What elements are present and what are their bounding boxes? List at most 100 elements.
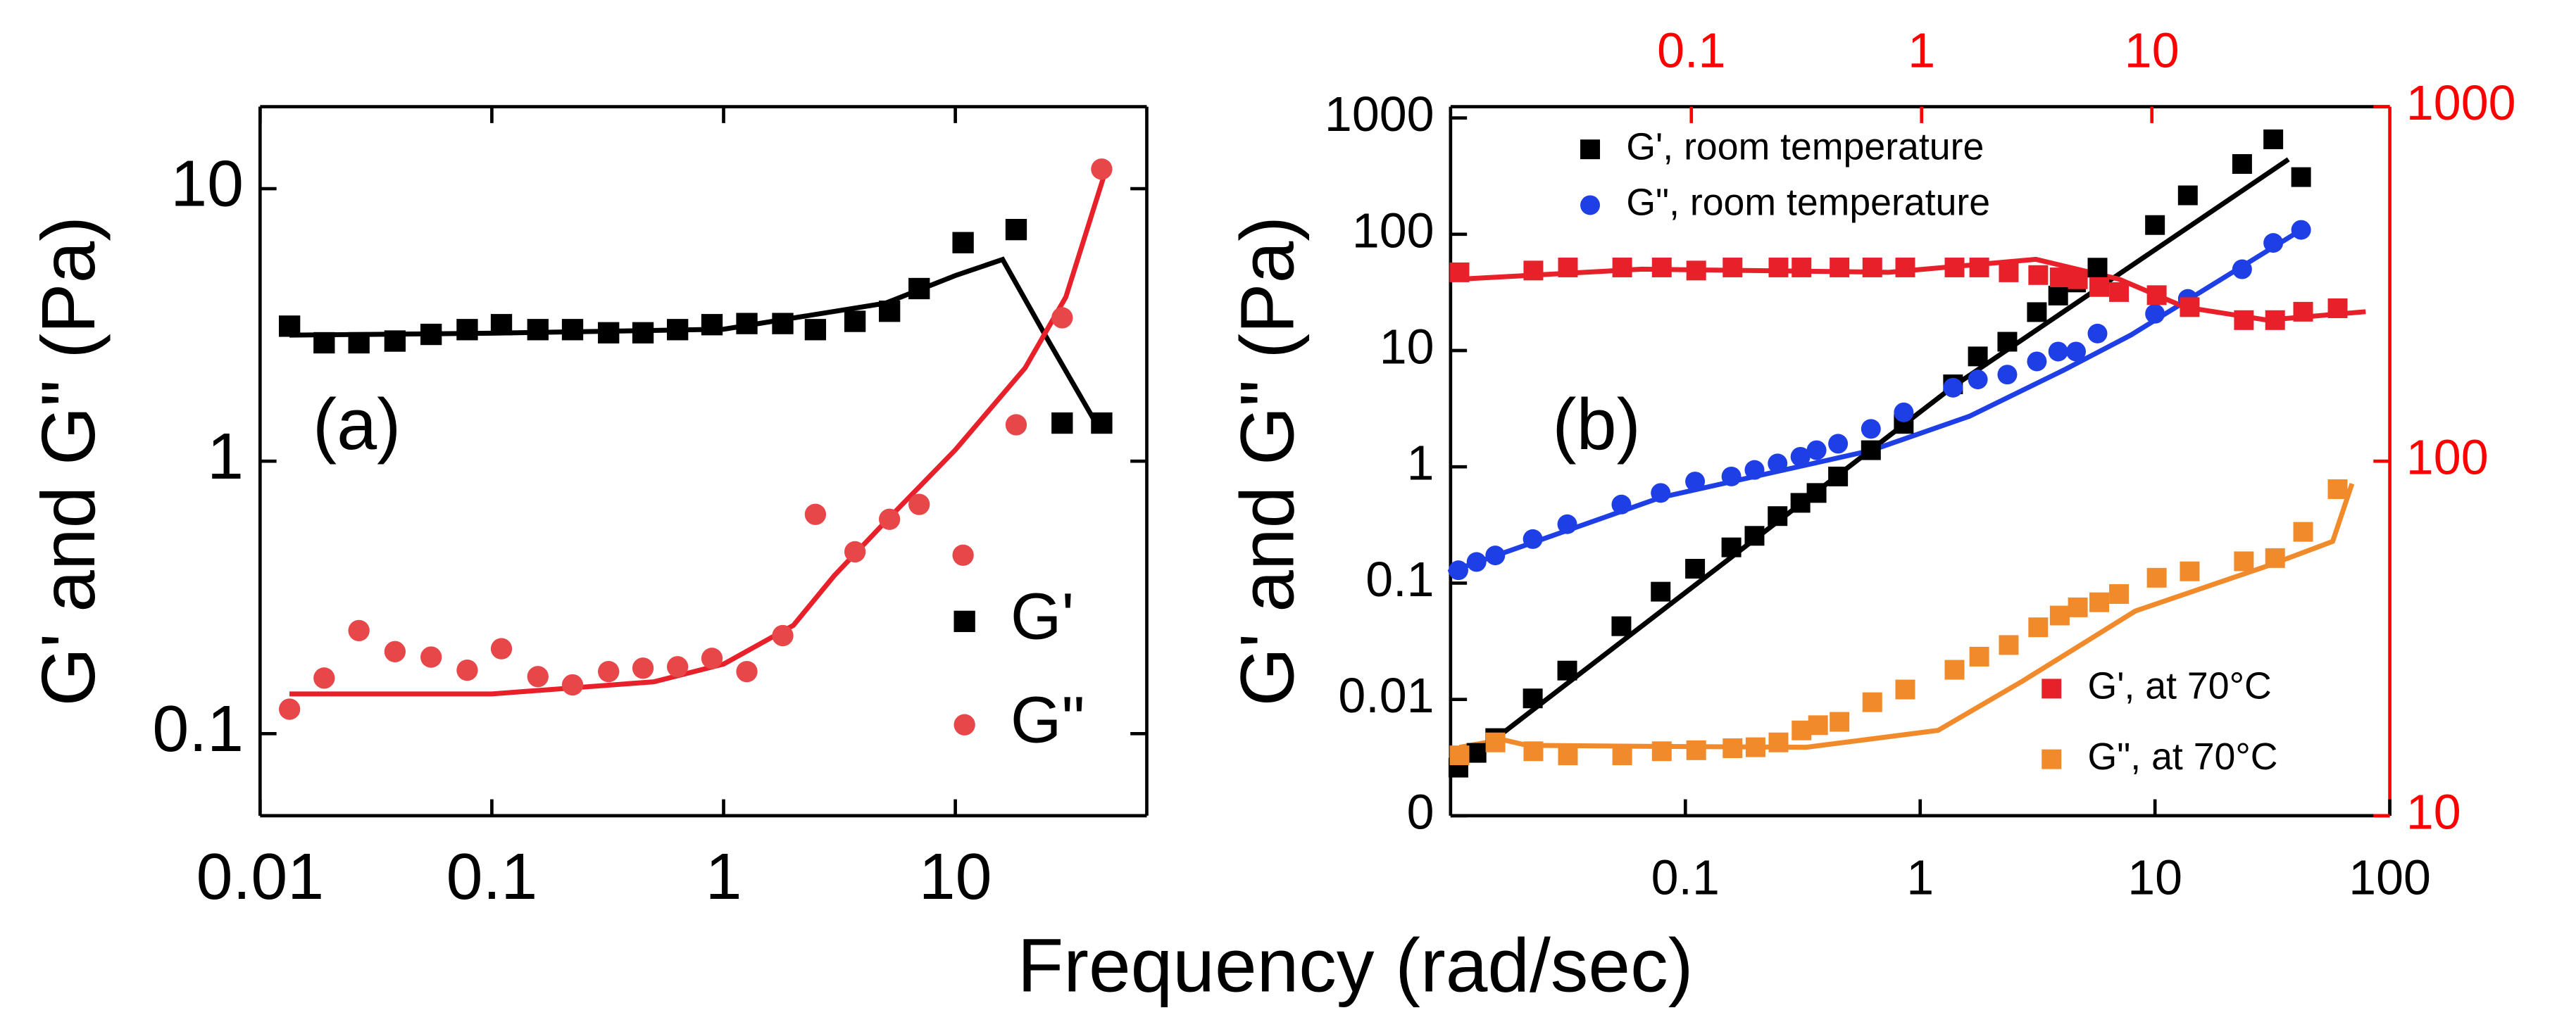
point bbox=[1792, 720, 1812, 740]
point bbox=[279, 315, 301, 337]
point bbox=[1997, 332, 2018, 352]
point bbox=[2087, 258, 2108, 278]
point bbox=[1895, 679, 1915, 700]
legend-marker bbox=[954, 714, 975, 736]
point bbox=[1558, 745, 1578, 766]
point bbox=[2066, 341, 2087, 362]
x2-tick-label: 0.1 bbox=[1657, 23, 1725, 77]
point bbox=[1768, 453, 1788, 474]
y-tick-label: 0.01 bbox=[1338, 668, 1434, 723]
point bbox=[2263, 233, 2284, 253]
point bbox=[2027, 351, 2047, 372]
legend-label: G', room temperature bbox=[1626, 125, 1984, 168]
legend-marker bbox=[1580, 139, 1601, 160]
point bbox=[561, 674, 584, 696]
legend-label: G", room temperature bbox=[1626, 182, 1990, 224]
y2-tick-label: 10 bbox=[2406, 784, 2461, 839]
point bbox=[2028, 265, 2049, 285]
point bbox=[1523, 529, 1543, 549]
point bbox=[1612, 745, 1632, 766]
point bbox=[1828, 466, 1849, 486]
point bbox=[313, 667, 335, 689]
y-axis-label: G' and G" (Pa) bbox=[1225, 216, 1309, 706]
point bbox=[908, 277, 930, 300]
legend-marker bbox=[2042, 749, 2062, 769]
point bbox=[1612, 257, 1632, 277]
point bbox=[1944, 257, 1965, 277]
point bbox=[1808, 715, 1828, 736]
point bbox=[1828, 434, 1849, 454]
point bbox=[456, 319, 478, 341]
point bbox=[1968, 370, 1988, 390]
point bbox=[2028, 617, 2049, 638]
x-tick-label: 100 bbox=[2349, 850, 2431, 905]
point bbox=[1721, 466, 1742, 486]
point bbox=[279, 698, 301, 720]
point bbox=[2265, 548, 2285, 568]
point bbox=[1005, 218, 1027, 241]
point bbox=[2109, 282, 2130, 302]
point bbox=[772, 624, 794, 647]
legend-label: G' bbox=[1011, 579, 1074, 652]
point bbox=[1944, 660, 1965, 680]
point bbox=[1651, 741, 1672, 762]
point bbox=[1745, 737, 1765, 757]
legend-marker bbox=[2042, 679, 2062, 699]
point bbox=[2293, 301, 2313, 322]
point bbox=[1557, 660, 1577, 681]
point bbox=[2089, 277, 2110, 297]
point bbox=[1651, 581, 1671, 602]
y-axis-label: G' and G" (Pa) bbox=[26, 216, 111, 706]
point bbox=[2263, 129, 2284, 149]
point bbox=[527, 666, 549, 688]
point bbox=[2089, 592, 2110, 612]
point bbox=[2068, 597, 2088, 617]
point bbox=[1721, 537, 1742, 557]
point bbox=[348, 332, 370, 354]
x-tick-label: 0.01 bbox=[196, 840, 325, 913]
point bbox=[313, 332, 335, 354]
point bbox=[2049, 605, 2070, 626]
point bbox=[1792, 257, 1812, 277]
point bbox=[420, 646, 442, 668]
point bbox=[844, 310, 866, 332]
fit-line bbox=[289, 256, 1097, 423]
point bbox=[2068, 269, 2088, 289]
legend-marker bbox=[954, 610, 975, 632]
point bbox=[2327, 479, 2348, 499]
point bbox=[1523, 260, 1544, 281]
point bbox=[1651, 483, 1671, 503]
point bbox=[1091, 412, 1113, 434]
point bbox=[736, 313, 758, 334]
point bbox=[348, 619, 370, 642]
point bbox=[1861, 419, 1881, 439]
point bbox=[1051, 307, 1073, 329]
y-tick-label: 1 bbox=[207, 420, 244, 493]
point bbox=[2293, 522, 2313, 542]
point bbox=[527, 319, 549, 341]
point bbox=[2291, 167, 2311, 187]
point bbox=[490, 638, 513, 660]
point bbox=[2180, 561, 2200, 581]
point bbox=[1999, 262, 2019, 282]
point bbox=[2180, 297, 2200, 317]
point bbox=[1722, 738, 1743, 759]
point bbox=[1449, 745, 1470, 766]
point bbox=[2049, 267, 2070, 288]
point bbox=[2109, 584, 2130, 604]
y-tick-label: 0.1 bbox=[152, 692, 244, 765]
point bbox=[2146, 567, 2167, 588]
point bbox=[2087, 323, 2108, 343]
point bbox=[598, 660, 620, 683]
point bbox=[1830, 257, 1850, 277]
point bbox=[1895, 257, 1915, 277]
point bbox=[2048, 341, 2068, 362]
point bbox=[2327, 298, 2348, 318]
point bbox=[701, 314, 723, 336]
point bbox=[1557, 514, 1577, 534]
point bbox=[952, 544, 974, 566]
point bbox=[1806, 483, 1827, 503]
point bbox=[1611, 616, 1632, 636]
